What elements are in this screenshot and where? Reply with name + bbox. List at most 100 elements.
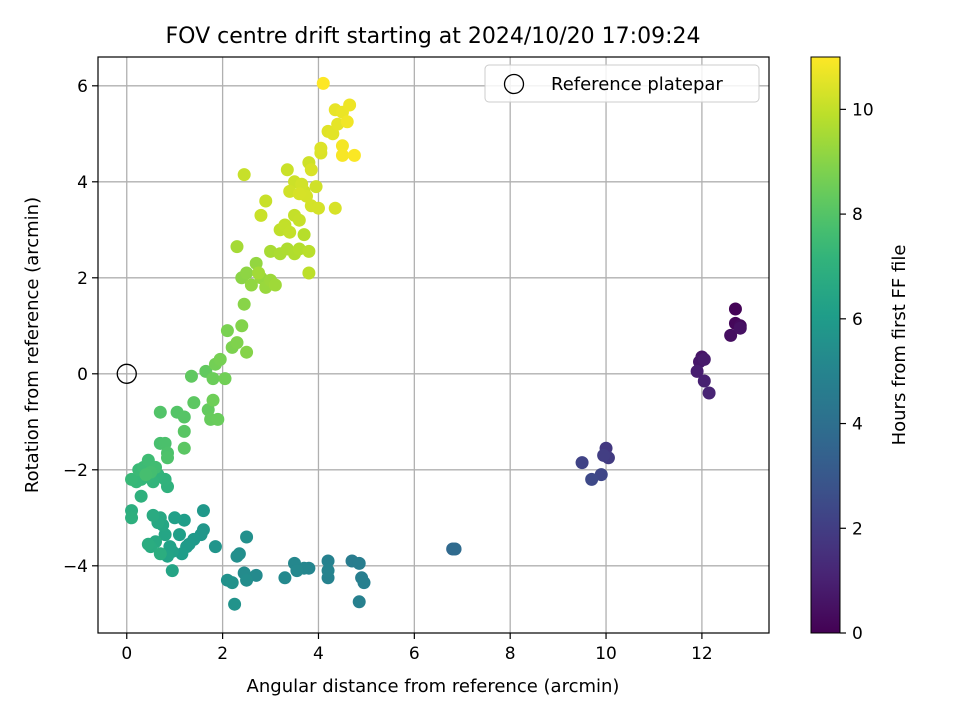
data-point <box>134 489 148 503</box>
colorbar-ticks: 0 2 4 6 8 10 <box>840 100 874 644</box>
data-point <box>141 537 155 551</box>
x-tick-label: 6 <box>409 644 420 664</box>
colorbar-tick-label: 6 <box>852 310 863 330</box>
data-point <box>316 76 330 90</box>
y-tick-label: 0 <box>77 365 88 385</box>
data-point <box>218 372 232 386</box>
legend-marker-reference <box>503 73 525 95</box>
data-point <box>340 115 354 129</box>
data-point <box>220 324 234 338</box>
x-tick-label: 0 <box>121 644 132 664</box>
data-point <box>206 393 220 407</box>
data-point <box>125 511 139 525</box>
y-axis-ticks: −4 −2 0 2 4 6 <box>63 77 98 577</box>
data-point <box>321 554 335 568</box>
data-point <box>237 168 251 182</box>
data-point <box>177 441 191 455</box>
data-point <box>335 148 349 162</box>
data-point <box>280 163 294 177</box>
data-point <box>168 511 182 525</box>
data-points <box>125 76 747 611</box>
legend: Reference platepar <box>484 64 760 103</box>
data-point <box>187 396 201 410</box>
x-tick-label: 8 <box>505 644 516 664</box>
data-point <box>240 345 254 359</box>
data-point <box>343 98 357 112</box>
data-point <box>237 297 251 311</box>
data-point <box>326 127 340 141</box>
reference-marker <box>116 363 137 384</box>
x-tick-label: 10 <box>595 644 617 664</box>
data-point <box>292 187 306 201</box>
data-point <box>153 405 167 419</box>
data-point <box>177 410 191 424</box>
data-point <box>172 528 186 542</box>
data-point <box>347 148 361 162</box>
legend-frame <box>484 64 760 103</box>
data-point <box>249 568 263 582</box>
data-point <box>177 424 191 438</box>
grid-lines <box>98 57 769 633</box>
colorbar-tick-label: 10 <box>852 100 874 120</box>
data-point <box>309 180 323 194</box>
x-tick-label: 4 <box>313 644 324 664</box>
data-point <box>352 595 366 609</box>
data-point <box>357 576 371 590</box>
data-point <box>733 321 747 335</box>
data-point <box>290 564 304 578</box>
data-point <box>125 472 139 486</box>
data-point <box>228 597 242 611</box>
data-point <box>259 194 273 208</box>
data-point <box>724 328 738 342</box>
data-point <box>297 228 311 242</box>
data-point <box>292 213 306 227</box>
data-point <box>230 549 244 563</box>
data-point <box>240 266 254 280</box>
data-point <box>697 352 711 366</box>
data-point <box>235 319 249 333</box>
data-point <box>146 508 160 522</box>
data-point <box>184 369 198 383</box>
colorbar-tick-label: 4 <box>852 415 863 435</box>
chart-title: FOV centre drift starting at 2024/10/20 … <box>166 24 701 49</box>
data-point <box>311 201 325 215</box>
data-point <box>244 278 258 292</box>
colorbar-tick-label: 2 <box>852 519 863 539</box>
data-point <box>328 201 342 215</box>
data-point <box>594 468 608 482</box>
data-point <box>690 364 704 378</box>
colorbar-tick-label: 0 <box>852 624 863 644</box>
data-point <box>448 542 462 556</box>
x-axis-label: Angular distance from reference (arcmin) <box>247 676 620 697</box>
data-point <box>240 530 254 544</box>
data-point <box>314 141 328 155</box>
colorbar-gradient <box>810 56 841 634</box>
y-tick-label: 2 <box>77 269 88 289</box>
data-point <box>728 302 742 316</box>
data-point <box>206 372 220 386</box>
plot-area-frame <box>97 56 770 634</box>
data-point <box>165 564 179 578</box>
data-point <box>585 472 599 486</box>
data-point <box>702 386 716 400</box>
data-point <box>575 456 589 470</box>
data-point <box>213 352 227 366</box>
y-axis-label: Rotation from reference (arcmin) <box>22 197 43 493</box>
y-tick-label: −4 <box>63 557 88 577</box>
x-tick-label: 12 <box>691 644 713 664</box>
data-point <box>304 163 318 177</box>
data-point <box>283 225 297 239</box>
colorbar: 0 2 4 6 8 10 Hours from first FF file <box>810 56 910 644</box>
data-point <box>160 451 174 465</box>
data-point <box>597 448 611 462</box>
data-point <box>697 374 711 388</box>
x-tick-label: 2 <box>217 644 228 664</box>
data-point <box>268 278 282 292</box>
colorbar-tick-label: 8 <box>852 205 863 225</box>
y-tick-label: 4 <box>77 173 88 193</box>
data-point <box>240 573 254 587</box>
data-point <box>211 412 225 426</box>
data-point <box>278 571 292 585</box>
data-point <box>321 564 335 578</box>
